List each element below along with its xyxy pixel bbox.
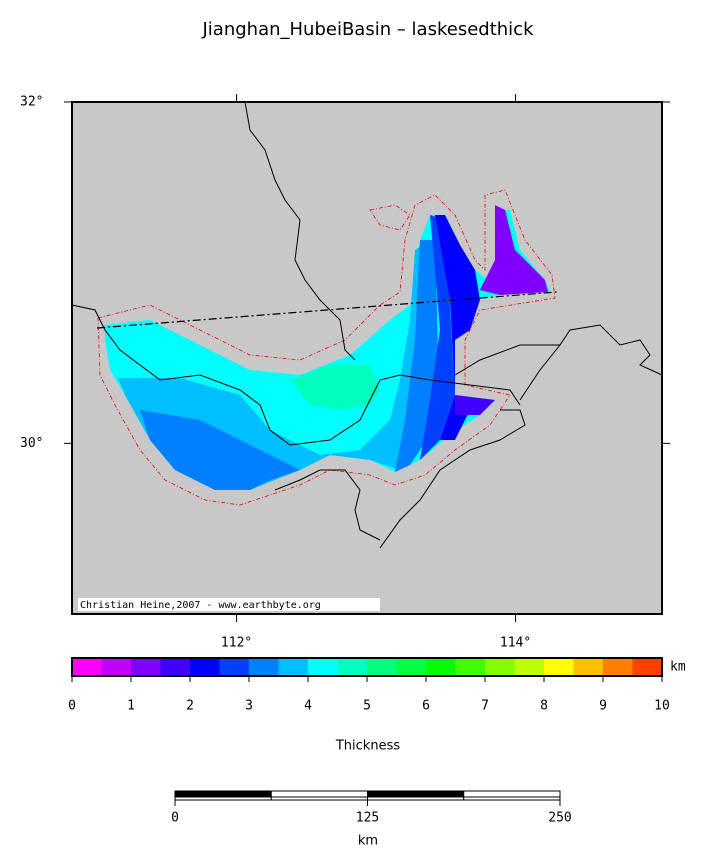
colorbar-swatch <box>219 658 249 676</box>
colorbar-label: Thickness <box>335 739 400 754</box>
colorbar-swatch <box>426 658 456 676</box>
colorbar-tick-label: 8 <box>540 699 548 714</box>
colorbar-swatch <box>603 658 633 676</box>
credit: Christian Heine,2007 - www.earthbyte.org <box>80 600 321 611</box>
scale-segment <box>463 796 561 801</box>
colorbar-swatch <box>544 658 574 676</box>
scale-segment <box>463 790 561 798</box>
x-tick-label: 114° <box>500 636 531 651</box>
colorbar-swatch <box>308 658 338 676</box>
colorbar-swatch <box>101 658 131 676</box>
y-tick-label: 32° <box>20 95 43 110</box>
colorbar-swatch <box>131 658 161 676</box>
scale-segment <box>270 790 368 798</box>
colorbar-unit: km <box>670 660 686 675</box>
colorbar-swatch <box>160 658 190 676</box>
colorbar-tick-label: 0 <box>68 699 76 714</box>
map-frame <box>71 101 663 615</box>
section-line <box>96 291 558 329</box>
scale-tick-label: 125 <box>356 811 379 826</box>
sediment-thickness <box>97 189 556 506</box>
x-tick-label: 112° <box>221 636 252 651</box>
colorbar-tick-label: 4 <box>304 699 312 714</box>
colorbar-swatch <box>367 658 397 676</box>
colorbar-tick-label: 6 <box>422 699 430 714</box>
colorbar-swatch <box>190 658 220 676</box>
scale-segment <box>367 790 465 798</box>
colorbar-swatch <box>485 658 515 676</box>
coastlines <box>71 101 663 549</box>
colorbar-tick-label: 3 <box>245 699 253 714</box>
colorbar-swatch <box>72 658 102 676</box>
scale-segment <box>270 796 368 801</box>
colorbar-tick-label: 5 <box>363 699 371 714</box>
colorbar-swatch <box>514 658 544 676</box>
scale-segment <box>174 796 272 801</box>
colorbar-swatch <box>573 658 603 676</box>
colorbar-swatch <box>455 658 485 676</box>
colorbar-tick-label: 10 <box>654 699 670 714</box>
colorbar-swatch <box>249 658 279 676</box>
colorbar-swatch <box>337 658 367 676</box>
colorbar-tick-label: 1 <box>127 699 135 714</box>
credit-box <box>78 598 380 611</box>
y-tick-label: 30° <box>20 436 43 451</box>
scale-tick-label: 250 <box>548 811 571 826</box>
scale-unit: km <box>358 834 378 849</box>
scale-segment <box>174 790 272 798</box>
scale-tick-label: 0 <box>171 811 179 826</box>
colorbar-swatch <box>396 658 426 676</box>
scale-segment <box>367 796 465 801</box>
colorbar-swatch <box>632 658 662 676</box>
colorbar-tick-label: 2 <box>186 699 194 714</box>
colorbar-tick-label: 7 <box>481 699 489 714</box>
colorbar-swatch <box>278 658 308 676</box>
map-title: Jianghan_HubeiBasin – laskesedthick <box>201 19 534 40</box>
colorbar-tick-label: 9 <box>599 699 607 714</box>
